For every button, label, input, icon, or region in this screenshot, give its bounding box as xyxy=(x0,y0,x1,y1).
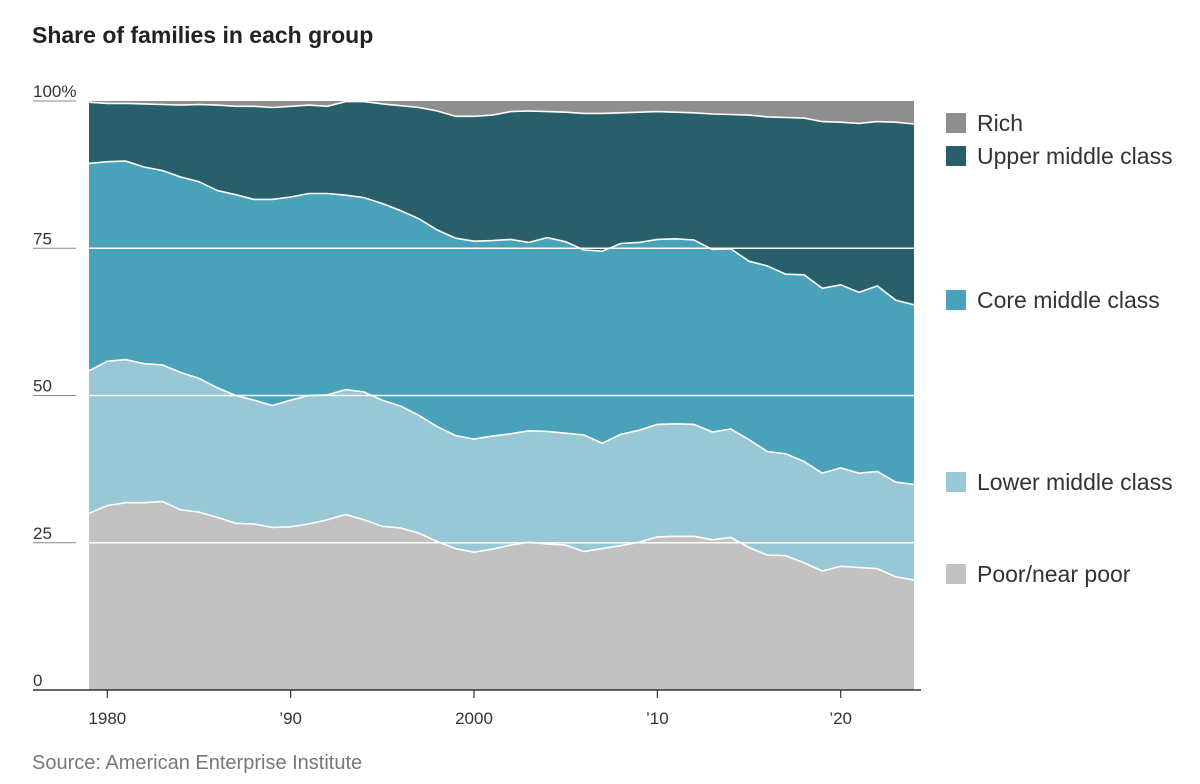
legend-item-poor-near-poor: Poor/near poor xyxy=(946,561,1131,587)
area-lower-middle-class xyxy=(89,359,914,580)
legend-swatch-rich xyxy=(946,113,966,133)
area-poor-near-poor xyxy=(89,501,914,690)
y-tick-label-0: 0 xyxy=(33,671,42,690)
legend-swatch-upper-middle-class xyxy=(946,146,966,166)
x-tick-label-2000: 2000 xyxy=(455,709,493,728)
legend-swatch-lower-middle-class xyxy=(946,472,966,492)
boundary-poor-near-poor xyxy=(88,500,915,581)
area-upper-middle-class xyxy=(89,101,914,305)
legend-swatch-poor-near-poor xyxy=(946,564,966,584)
x-tick-label-1990: ’90 xyxy=(279,709,302,728)
x-tick-label-2010: ’10 xyxy=(646,709,669,728)
legend-label-core-middle-class: Core middle class xyxy=(977,287,1160,313)
x-axis: 1980 ’90 2000 ’10 ’20 xyxy=(33,689,921,728)
boundary-core-middle-class xyxy=(88,160,915,306)
gridlines xyxy=(89,247,914,544)
area-layers xyxy=(89,101,914,690)
y-tick-label-100: 100% xyxy=(33,82,76,101)
legend-item-core-middle-class: Core middle class xyxy=(946,287,1160,313)
area-core-middle-class xyxy=(89,161,914,485)
legend-swatch-core-middle-class xyxy=(946,290,966,310)
legend-item-rich: Rich xyxy=(946,110,1023,136)
source-note: Source: American Enterprise Institute xyxy=(32,752,363,774)
x-tick-label-1980: 1980 xyxy=(88,709,126,728)
y-tick-label-75: 75 xyxy=(33,229,52,248)
area-rich xyxy=(89,101,914,124)
legend-label-rich: Rich xyxy=(977,110,1023,136)
legend: Rich Upper middle class Core middle class L… xyxy=(946,110,1173,587)
legend-label-upper-middle-class: Upper middle class xyxy=(977,143,1173,169)
y-tick-label-25: 25 xyxy=(33,524,52,543)
chart-title: Share of families in each group xyxy=(32,22,374,48)
series-boundaries xyxy=(88,100,915,581)
boundary-upper-middle-class xyxy=(88,100,915,125)
boundary-lower-middle-class xyxy=(88,358,915,486)
legend-label-poor-near-poor: Poor/near poor xyxy=(977,561,1131,587)
x-tick-label-2020: ’20 xyxy=(829,709,852,728)
legend-item-lower-middle-class: Lower middle class xyxy=(946,469,1173,495)
y-tick-label-50: 50 xyxy=(33,377,52,396)
legend-item-upper-middle-class: Upper middle class xyxy=(946,143,1173,169)
y-axis: 0 25 50 75 100% xyxy=(33,82,76,691)
legend-label-lower-middle-class: Lower middle class xyxy=(977,469,1173,495)
